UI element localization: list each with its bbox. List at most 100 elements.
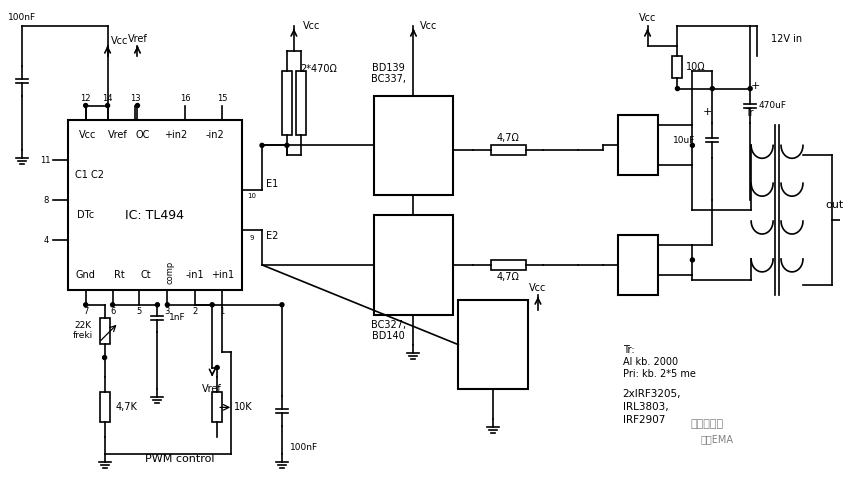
Text: Rt: Rt [114,270,125,280]
Bar [673,57,683,78]
Text: 13: 13 [130,94,141,103]
Text: 8: 8 [43,196,49,205]
Bar [212,392,223,422]
Circle shape [103,355,106,359]
Text: IRL3803,: IRL3803, [623,402,668,412]
Text: Al kb. 2000: Al kb. 2000 [623,356,678,367]
Circle shape [83,103,88,108]
Text: 图源EMA: 图源EMA [701,434,733,444]
Text: Vref: Vref [127,34,148,44]
Circle shape [280,303,284,307]
Text: 12: 12 [80,94,91,103]
Bar [99,392,110,422]
Text: Pri: kb. 2*5 me: Pri: kb. 2*5 me [623,369,695,379]
Text: out: out [826,200,843,210]
Text: Tr:: Tr: [623,344,634,355]
Circle shape [105,103,110,108]
Text: E2: E2 [266,231,278,241]
Bar [491,260,525,270]
Text: IC: TL494: IC: TL494 [126,209,185,222]
Text: Vcc: Vcc [111,36,128,46]
Text: Vcc: Vcc [79,130,96,141]
Bar [99,318,110,344]
Text: +in2: +in2 [164,130,187,141]
Circle shape [285,143,289,147]
Text: 10Ω: 10Ω [685,62,706,71]
Text: Vcc: Vcc [529,283,546,293]
Text: 100nF: 100nF [290,443,318,452]
Text: IRF2907: IRF2907 [623,415,665,426]
Text: 2: 2 [193,307,198,316]
Circle shape [110,303,115,307]
Text: 12V in: 12V in [771,34,803,44]
Text: OC: OC [135,130,150,141]
Circle shape [215,366,219,369]
Bar [618,235,658,295]
Text: Vref: Vref [108,130,127,141]
Bar [67,120,242,290]
Text: +: + [703,108,712,117]
Text: Vcc: Vcc [420,21,437,31]
Text: 9: 9 [250,235,255,241]
Text: -in2: -in2 [206,130,224,141]
Text: 10K: 10K [234,402,252,412]
Text: BC337,: BC337, [371,73,406,84]
Text: Tr: Tr [745,109,754,118]
Circle shape [690,258,695,262]
Text: BD140: BD140 [372,331,405,341]
Circle shape [155,303,159,307]
Text: DTc: DTc [77,210,94,220]
Text: comp: comp [166,260,175,284]
Text: 2xIRF3205,: 2xIRF3205, [623,389,681,399]
Text: 10: 10 [248,193,256,199]
Text: E1: E1 [266,179,278,189]
Text: 5: 5 [137,307,142,316]
Text: 1: 1 [219,307,225,316]
Circle shape [83,303,88,307]
Circle shape [136,103,139,108]
Text: Vcc: Vcc [639,13,656,23]
Text: +: + [750,81,760,91]
Text: 1nF: 1nF [169,313,185,322]
Text: 电路一点通: 电路一点通 [690,419,724,429]
Bar [373,215,454,315]
Circle shape [749,86,752,91]
Text: 3: 3 [164,307,170,316]
Text: 10uF: 10uF [674,136,695,145]
Text: 4,7Ω: 4,7Ω [497,272,519,282]
Text: 14: 14 [102,94,113,103]
Bar [282,71,292,135]
Bar [618,115,658,175]
Text: 100nF: 100nF [8,14,36,22]
Text: 11: 11 [40,156,51,165]
Text: 4: 4 [43,236,48,244]
Circle shape [210,303,214,307]
Text: 6: 6 [110,307,115,316]
Text: 470uF: 470uF [758,101,786,110]
Text: BC327,: BC327, [371,320,406,330]
Text: 2*470Ω: 2*470Ω [300,64,337,73]
Text: +in1: +in1 [211,270,234,280]
Text: C1 C2: C1 C2 [75,170,105,180]
Text: 7: 7 [83,307,89,316]
Bar [296,71,306,135]
Text: -in1: -in1 [186,270,205,280]
Text: 15: 15 [217,94,228,103]
Bar [459,300,528,389]
Circle shape [690,143,695,147]
Circle shape [165,303,169,307]
Circle shape [260,143,264,147]
Text: BD139: BD139 [372,63,405,72]
Text: Gnd: Gnd [76,270,95,280]
Text: Ct: Ct [140,270,151,280]
Text: Vcc: Vcc [303,21,320,31]
Text: 22K
freki: 22K freki [72,321,93,341]
Text: PWM control: PWM control [144,454,214,464]
Circle shape [675,86,679,91]
Text: 16: 16 [180,94,191,103]
Bar [373,96,454,195]
Circle shape [711,86,714,91]
Text: 4,7Ω: 4,7Ω [497,133,519,143]
Bar [491,145,525,156]
Text: 4,7K: 4,7K [115,402,137,412]
